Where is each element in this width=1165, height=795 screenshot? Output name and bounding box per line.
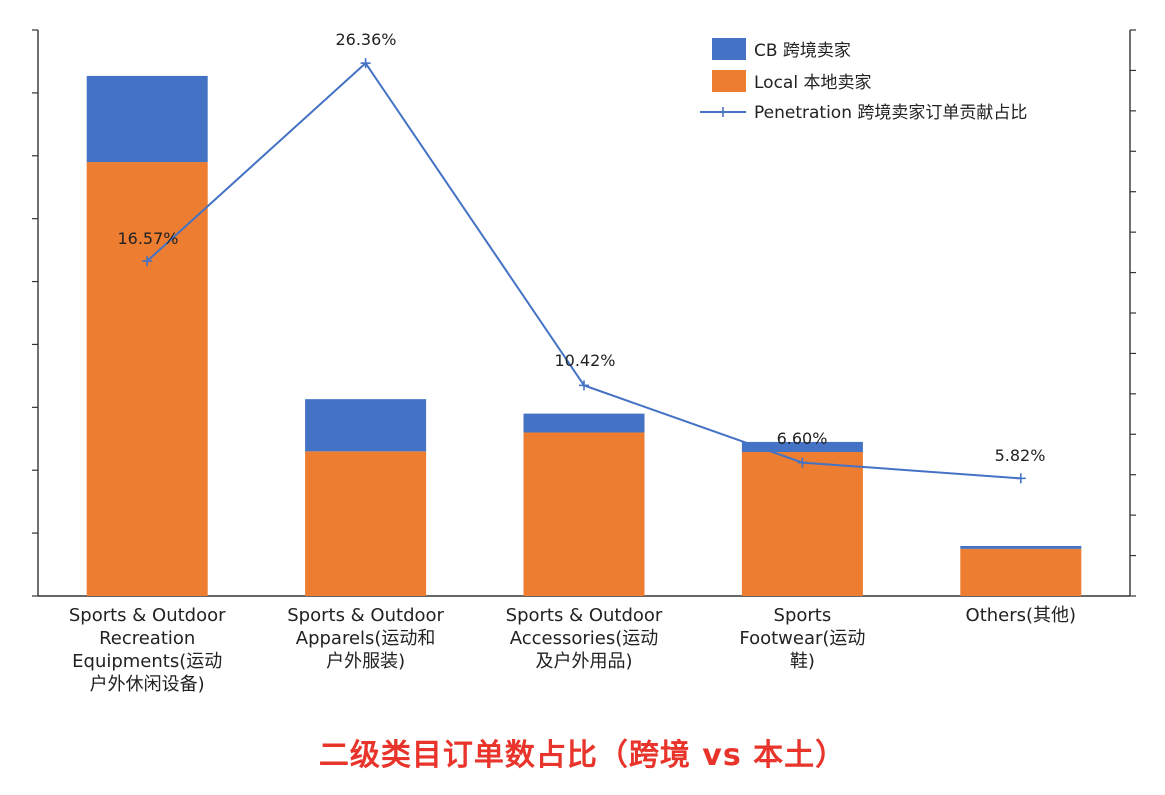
x-tick-label: Equipments(运动 bbox=[72, 651, 222, 672]
bar-local-0 bbox=[86, 162, 208, 597]
x-tick-label: 户外休闲设备) bbox=[90, 674, 205, 695]
x-tick-label: Others(其他) bbox=[966, 605, 1077, 626]
penetration-data-label: 5.82% bbox=[995, 446, 1046, 465]
legend-swatch-local bbox=[712, 70, 746, 92]
penetration-data-label: 16.57% bbox=[117, 229, 178, 248]
bar-local-4 bbox=[960, 548, 1082, 596]
legend-swatch-cb bbox=[712, 38, 746, 60]
x-tick-label: Sports bbox=[774, 605, 832, 626]
bar-cb-2 bbox=[523, 413, 645, 433]
bar-local-3 bbox=[741, 451, 863, 596]
x-tick-label: 及户外用品) bbox=[535, 651, 632, 672]
penetration-data-label: 6.60% bbox=[777, 429, 828, 448]
bar-cb-3 bbox=[741, 441, 863, 452]
bar-cb-4 bbox=[960, 546, 1082, 549]
penetration-data-label: 26.36% bbox=[335, 30, 396, 49]
x-tick-label: Apparels(运动和 bbox=[296, 628, 436, 649]
x-tick-label: Recreation bbox=[99, 628, 195, 649]
chart-title: 二级类目订单数占比（跨境 vs 本土） bbox=[318, 738, 847, 773]
x-tick-label: Sports & Outdoor bbox=[69, 605, 226, 626]
x-tick-label: 户外服装) bbox=[326, 651, 405, 672]
legend-label-local: Local 本地卖家 bbox=[754, 73, 871, 93]
bar-local-1 bbox=[305, 451, 427, 596]
bar-cb-1 bbox=[305, 399, 427, 452]
chart-svg: Sports & OutdoorRecreationEquipments(运动户… bbox=[32, 29, 1136, 695]
x-tick-label: Sports & Outdoor bbox=[506, 605, 663, 626]
penetration-data-label: 10.42% bbox=[554, 351, 615, 370]
x-tick-label: Accessories(运动 bbox=[510, 628, 659, 649]
bar-cb-0 bbox=[86, 75, 208, 163]
x-tick-label: Footwear(运动 bbox=[739, 628, 865, 649]
x-tick-label: Sports & Outdoor bbox=[287, 605, 444, 626]
legend-label-penetration: Penetration 跨境卖家订单贡献占比 bbox=[754, 103, 1027, 123]
x-tick-label: 鞋) bbox=[790, 651, 815, 672]
bar-local-2 bbox=[523, 432, 645, 596]
legend-label-cb: CB 跨境卖家 bbox=[754, 41, 851, 61]
